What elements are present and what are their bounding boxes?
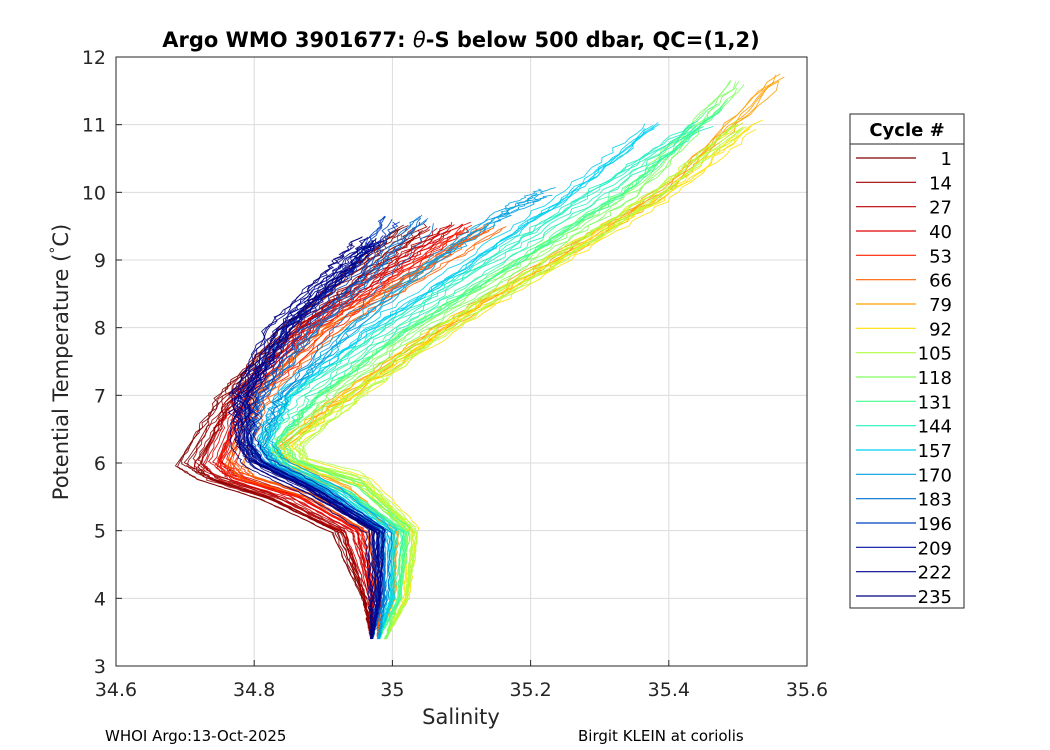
legend-label: 40 xyxy=(929,222,952,243)
legend: Cycle # 1 14 27 40 53 66 79 92 105 118 131 144 157 17… xyxy=(849,113,965,609)
profile-line-cycle-183 xyxy=(251,217,429,640)
profile-line-cycle-183 xyxy=(262,223,434,640)
profile-line-cycle-131 xyxy=(272,109,722,640)
y-axis-label: Potential Temperature (°C) xyxy=(48,224,73,500)
legend-label: 53 xyxy=(929,246,952,267)
legend-label: 196 xyxy=(918,514,952,535)
profile-line-cycle-66 xyxy=(224,227,485,640)
y-tick-label: 9 xyxy=(94,250,106,272)
x-tick-label: 34.8 xyxy=(233,679,275,701)
profile-line-cycle-222 xyxy=(243,237,385,639)
legend-label: 222 xyxy=(918,563,952,584)
footer-left: WHOI Argo:13-Oct-2025 xyxy=(105,727,286,745)
profile-line-cycle-105 xyxy=(298,119,738,640)
profile-line-cycle-92 xyxy=(290,119,764,640)
profile-line-cycle-105 xyxy=(294,123,743,640)
y-tick-label: 4 xyxy=(94,588,106,610)
legend-label: 92 xyxy=(929,319,952,340)
y-tick-label: 5 xyxy=(94,521,106,543)
x-tick-label: 35.4 xyxy=(648,679,690,701)
profile-line-cycle-235 xyxy=(247,239,380,640)
legend-label: 79 xyxy=(929,295,952,316)
x-tick-label: 35 xyxy=(380,679,404,701)
y-tick-label: 12 xyxy=(82,47,106,69)
footer-right: Birgit KLEIN at coriolis xyxy=(578,727,744,745)
profile-line-cycle-170 xyxy=(264,194,553,640)
profile-line-cycle-27 xyxy=(201,227,438,640)
legend-label: 105 xyxy=(918,344,952,365)
profile-line-cycle-235 xyxy=(227,243,372,639)
profile-line-cycle-131 xyxy=(278,99,729,640)
legend-label: 170 xyxy=(918,465,952,486)
legend-title: Cycle # xyxy=(869,120,944,141)
profile-line-cycle-235 xyxy=(239,240,376,640)
profile-line-cycle-235 xyxy=(231,236,374,640)
profile-line-cycle-170 xyxy=(267,187,556,639)
profile-line-cycle-53 xyxy=(218,224,473,640)
y-tick-label: 7 xyxy=(94,385,106,407)
legend-label: 118 xyxy=(918,368,952,389)
y-tick-label: 8 xyxy=(94,318,106,340)
profile-line-cycle-14 xyxy=(197,223,428,640)
profile-line-cycle-157 xyxy=(271,122,659,640)
profile-line-cycle-131 xyxy=(266,103,719,640)
legend-label: 235 xyxy=(918,587,952,608)
y-tick-label: 6 xyxy=(94,453,106,475)
axes-box xyxy=(115,56,808,667)
profile-line-cycle-40 xyxy=(207,224,451,640)
legend-label: 1 xyxy=(941,149,952,170)
x-axis-label: Salinity xyxy=(422,705,500,729)
legend-label: 14 xyxy=(929,173,952,194)
legend-label: 66 xyxy=(929,271,952,292)
profile-line-cycle-105 xyxy=(302,126,747,640)
legend-label: 157 xyxy=(918,441,952,462)
legend-box xyxy=(849,113,965,609)
x-tick-label: 35.2 xyxy=(509,679,551,701)
series-layer xyxy=(174,73,785,640)
y-tick-label: 10 xyxy=(82,182,106,204)
x-tick-label: 35.6 xyxy=(786,679,828,701)
profile-line-cycle-118 xyxy=(287,84,745,639)
legend-label: 183 xyxy=(918,490,952,511)
profile-line-cycle-118 xyxy=(273,80,731,640)
legend-label: 209 xyxy=(918,538,952,559)
legend-label: 27 xyxy=(929,198,952,219)
profile-line-cycle-92 xyxy=(285,128,757,640)
y-tick-label: 11 xyxy=(82,115,106,137)
profile-line-cycle-144 xyxy=(273,125,714,640)
chart-title: Argo WMO 3901677: θ-S below 500 dbar, QC… xyxy=(162,28,759,52)
x-tick-label: 34.6 xyxy=(95,679,137,701)
y-tick-label: 3 xyxy=(94,656,106,678)
legend-label: 144 xyxy=(918,417,952,438)
legend-label: 131 xyxy=(918,392,952,413)
axis-ticks: 34.6 34.8 35 35.2 35.4 35.6 3 4 5 6 7 8 9 10 11 12 xyxy=(82,47,828,701)
